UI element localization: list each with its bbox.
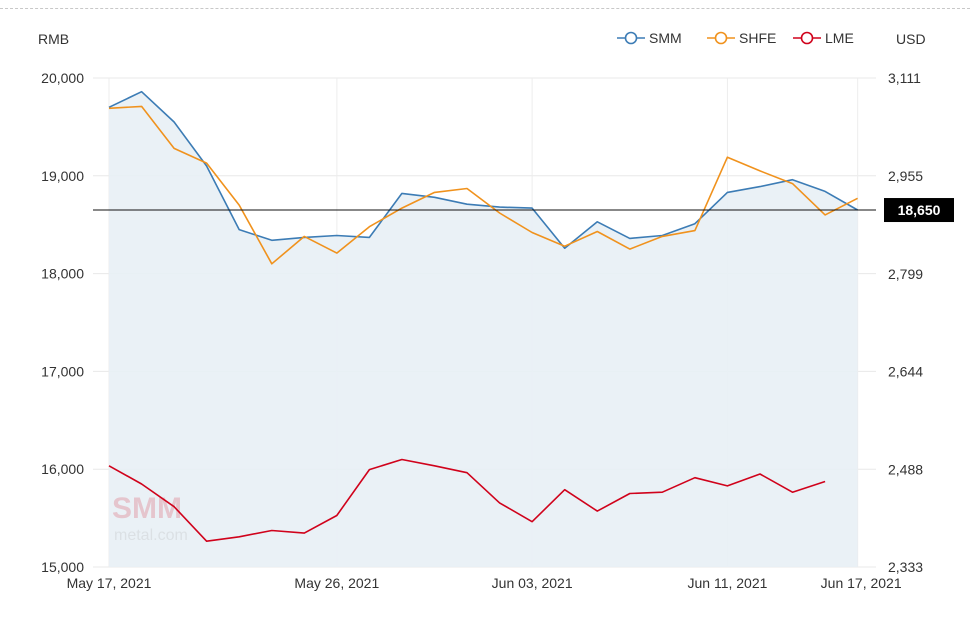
reference-line-value: 18,650	[898, 202, 941, 218]
right-tick-label: 2,333	[888, 559, 923, 575]
svg-text:SMM: SMM	[112, 492, 182, 525]
legend-marker-shfe	[714, 31, 728, 45]
left-tick-label: 15,000	[41, 559, 84, 575]
left-tick-label: 20,000	[41, 70, 84, 86]
left-tick-label: 17,000	[41, 363, 84, 379]
right-tick-label: 2,799	[888, 266, 923, 282]
right-axis-unit: USD	[896, 31, 926, 47]
x-tick-label: Jun 11, 2021	[687, 575, 767, 591]
x-tick-label: May 17, 2021	[67, 575, 152, 591]
right-tick-label: 2,955	[888, 168, 923, 184]
right-axis: 2,333 2,488 2,644 2,799 2,955 3,111	[888, 70, 923, 575]
x-tick-label: May 26, 2021	[294, 575, 379, 591]
left-axis: 15,000 16,000 17,000 18,000 19,000 20,000	[41, 70, 84, 575]
right-tick-label: 3,111	[888, 70, 921, 86]
svg-text:metal.com: metal.com	[114, 527, 188, 544]
series-line-lme	[108, 458, 826, 542]
series-line-smm	[108, 90, 858, 249]
series-area-smm	[109, 91, 858, 567]
legend-marker-smm	[624, 31, 638, 45]
top-dashed-rule	[0, 8, 970, 9]
legend: SMM SHFE LME	[617, 30, 854, 46]
right-tick-label: 2,488	[888, 462, 923, 478]
left-tick-label: 16,000	[41, 461, 84, 477]
legend-label-smm: SMM	[649, 30, 682, 46]
series-line-shfe	[108, 105, 858, 265]
x-tick-label: Jun 03, 2021	[492, 575, 573, 591]
right-tick-label: 2,644	[888, 364, 923, 380]
x-tick-label: Jun 17, 2021	[821, 575, 902, 591]
legend-label-shfe: SHFE	[739, 30, 776, 46]
x-axis: May 17, 2021 May 26, 2021 Jun 03, 2021 Jun …	[67, 575, 902, 591]
left-tick-label: 19,000	[41, 168, 84, 184]
legend-marker-lme	[800, 31, 814, 45]
legend-label-lme: LME	[825, 30, 854, 46]
series-areas	[109, 91, 858, 567]
left-axis-unit: RMB	[38, 31, 69, 47]
series-lines	[108, 90, 858, 542]
reference-line-badge	[884, 198, 954, 223]
reference-line-group: 18,650	[93, 198, 954, 223]
left-tick-label: 18,000	[41, 266, 84, 282]
watermark: SMM metal.com	[112, 492, 188, 544]
